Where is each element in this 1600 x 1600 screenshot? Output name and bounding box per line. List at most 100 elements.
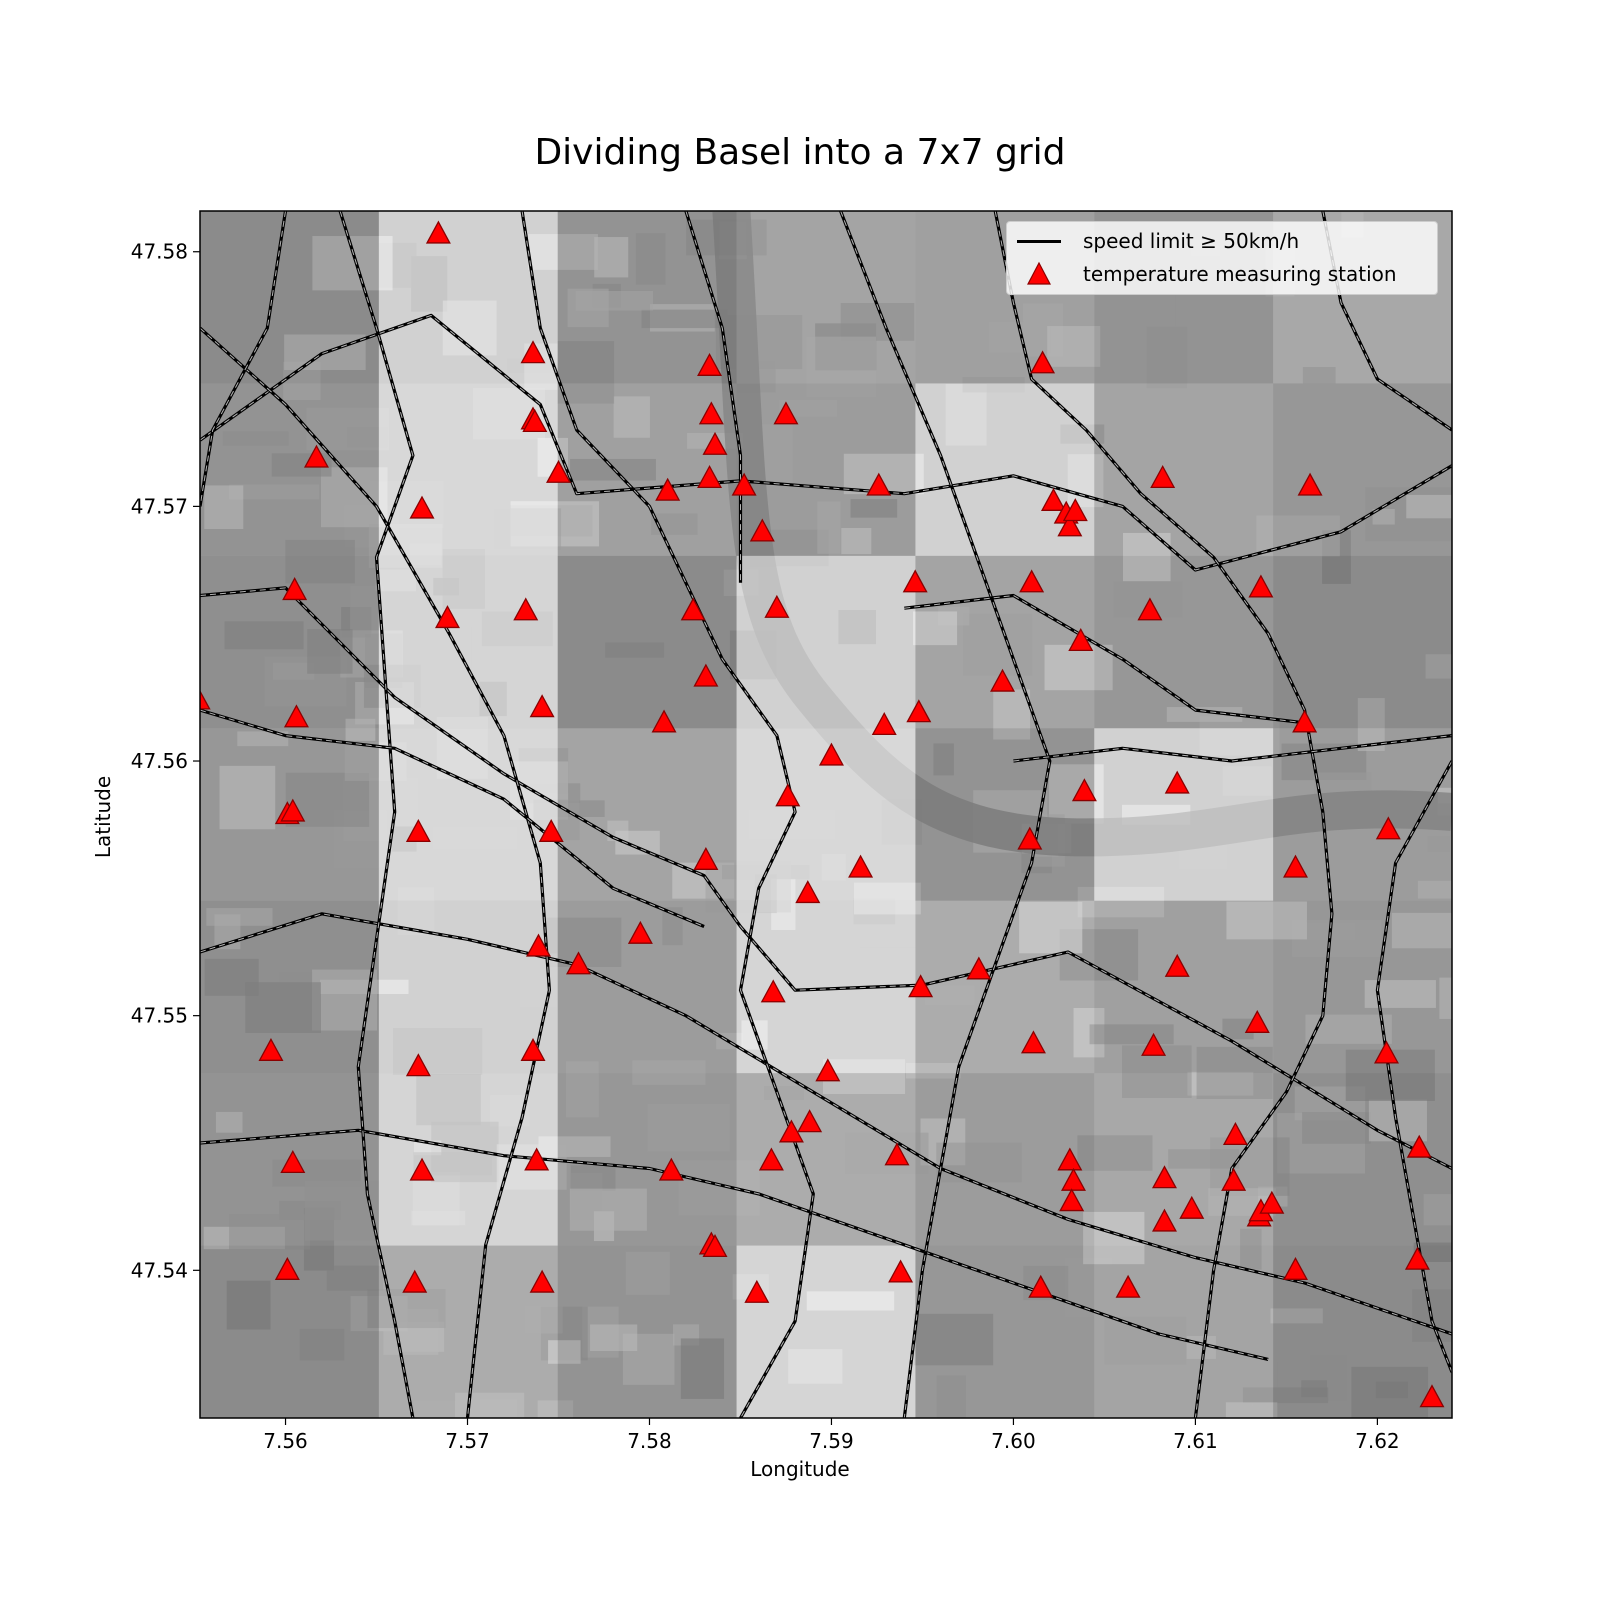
station-marker <box>409 495 435 519</box>
station-marker <box>425 220 451 244</box>
station-marker <box>402 1269 428 1293</box>
basemap-block <box>519 953 558 1007</box>
basemap-block <box>411 256 448 312</box>
station-marker <box>1404 1246 1430 1270</box>
station-marker <box>749 518 775 542</box>
station-marker <box>908 974 934 998</box>
grid-cell <box>378 383 558 556</box>
station-marker <box>513 597 539 621</box>
station-marker <box>680 597 706 621</box>
basemap-block <box>307 628 353 674</box>
station-marker <box>1419 1384 1445 1408</box>
y-tick-label: 47.54 <box>131 1258 188 1282</box>
basemap-block <box>1427 836 1451 853</box>
basemap-block <box>678 1160 760 1216</box>
basemap-block <box>1064 1258 1112 1318</box>
grid-cell <box>1094 383 1274 556</box>
y-tick-label: 47.56 <box>131 749 188 773</box>
station-marker <box>966 956 992 980</box>
road-line-inner <box>339 211 414 1418</box>
x-tick-label: 7.57 <box>445 1429 490 1453</box>
station-marker <box>760 979 786 1003</box>
road-line-inner <box>1376 760 1452 1373</box>
station-marker <box>1137 597 1163 621</box>
station-marker <box>884 1142 910 1166</box>
basemap-block <box>913 1313 994 1366</box>
road-line-inner <box>685 211 741 583</box>
basemap-block <box>392 1028 483 1075</box>
station-marker <box>283 704 309 728</box>
basemap-block <box>321 467 388 528</box>
station-marker <box>522 408 548 433</box>
basemap-block <box>779 399 838 417</box>
station-marker <box>538 818 564 842</box>
grid-cell <box>557 555 737 729</box>
basemap-block <box>1391 912 1452 949</box>
station-marker <box>651 709 677 733</box>
station-marker <box>1060 1167 1086 1191</box>
legend-label-stations: temperature measuring station <box>1083 262 1397 286</box>
grid-cell <box>557 211 737 384</box>
station-marker <box>1297 472 1323 496</box>
station-marker <box>258 1037 284 1061</box>
station-marker <box>1292 709 1318 733</box>
basemap-block <box>806 1291 895 1311</box>
basemap-block <box>204 485 244 529</box>
basemap-block <box>1351 1366 1429 1418</box>
basemap-block <box>1146 326 1188 389</box>
basemap-block <box>962 376 1025 393</box>
station-marker <box>758 1147 784 1171</box>
station-marker <box>520 1037 546 1061</box>
basemap-block <box>748 809 836 840</box>
basemap-block <box>528 234 598 270</box>
grid-cell <box>557 1245 737 1418</box>
station-marker <box>524 1147 550 1171</box>
grid-cell <box>915 728 1095 901</box>
basemap-block <box>312 236 393 291</box>
grid-cell <box>200 211 379 384</box>
station-marker <box>1151 1208 1177 1232</box>
station-marker <box>405 1053 431 1077</box>
basemap-block <box>272 662 315 680</box>
basemap-block <box>993 689 1031 740</box>
basemap-block <box>1413 1242 1452 1262</box>
station-marker <box>280 798 306 822</box>
basemap-block <box>806 336 877 397</box>
basemap-block <box>363 664 421 708</box>
basemap-block <box>788 1349 843 1384</box>
y-tick-label: 47.58 <box>131 240 188 264</box>
basemap-block <box>1292 920 1382 957</box>
station-marker <box>1057 513 1083 537</box>
x-axis: 7.56 7.57 7.58 7.59 7.60 7.61 7.62 <box>263 1418 1400 1453</box>
basemap-block <box>237 731 289 747</box>
basemap-block <box>680 1338 725 1399</box>
station-marker <box>1244 1009 1270 1033</box>
station-marker <box>1040 487 1066 511</box>
grid-cell <box>1094 1245 1274 1418</box>
basemap-block <box>285 539 355 584</box>
basemap-block <box>615 830 660 855</box>
y-axis: 47.54 47.55 47.56 47.57 47.58 <box>131 240 200 1282</box>
basemap-block <box>226 1280 271 1330</box>
basemap-block <box>416 1074 481 1126</box>
basemap-block <box>1019 901 1083 954</box>
grid-cell <box>1094 555 1274 729</box>
x-axis-label: Longitude <box>750 1457 850 1481</box>
road-line-inner <box>200 314 1452 571</box>
y-tick-label: 47.57 <box>131 494 188 518</box>
station-marker <box>566 951 592 975</box>
station-marker <box>1248 574 1274 598</box>
basemap-block <box>224 621 304 650</box>
grid-cell <box>200 383 379 556</box>
station-marker <box>871 712 897 736</box>
road-line-inner <box>904 594 1305 724</box>
basemap-block <box>524 1305 563 1334</box>
station-marker <box>1030 350 1056 374</box>
station-marker <box>773 401 799 425</box>
station-marker <box>1057 1147 1083 1171</box>
basemap-block <box>326 1265 384 1291</box>
road-line-inner <box>200 587 1452 1169</box>
grid-cell <box>915 900 1095 1074</box>
grid-cell <box>200 900 379 1074</box>
basemap-block <box>245 982 321 1033</box>
